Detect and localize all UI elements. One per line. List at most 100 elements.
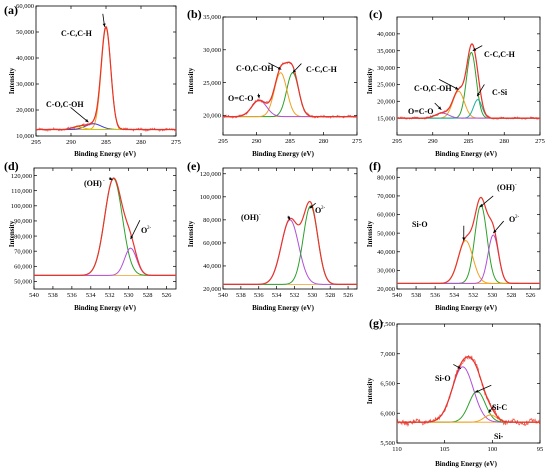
panel-b-ylabel: Intensity	[187, 67, 195, 94]
y-tick-label: 15,000	[377, 115, 395, 122]
x-tick-label: 538	[48, 292, 58, 299]
x-tick-label: 528	[325, 292, 335, 299]
x-tick-label: 532	[105, 292, 115, 299]
panel-g-ann-0: Si-O	[435, 374, 451, 383]
panel-e-xlabel: Binding Energy (eV)	[252, 304, 315, 312]
y-tick-label: 6,500	[380, 381, 395, 388]
y-tick-label: 70,000	[377, 193, 395, 200]
panel-c-ann-1: C-O,C-OH	[414, 84, 452, 93]
x-tick-label: 280	[136, 139, 146, 146]
panel-d-ylabel: Intensity	[8, 220, 16, 247]
annotation-arrow-c-o-c-oh	[71, 107, 89, 122]
y-tick-label: 30,000	[377, 268, 395, 275]
panel-c-label: (c)	[369, 7, 382, 21]
x-tick-label: 536	[254, 292, 265, 299]
y-tick-label: 35,000	[377, 48, 395, 55]
x-tick-label: 295	[218, 138, 228, 145]
panel-c-ann-0: C-C,C-H	[484, 50, 516, 59]
panel-e-ylabel: Intensity	[187, 220, 195, 247]
y-tick-label: 5,500	[380, 440, 395, 447]
panel-g-ylabel: Intensity	[366, 377, 374, 404]
y-tick-label: 90,000	[14, 218, 32, 225]
panel-d-label: (d)	[4, 159, 19, 173]
envelope-line	[36, 27, 176, 130]
x-tick-label: 534	[449, 292, 460, 299]
x-tick-label: 290	[428, 138, 438, 145]
panel-d-ann-1-sup: 2-	[147, 226, 152, 231]
panel-f-ann-0-sup: -	[515, 183, 517, 188]
y-tick-label: 100,000	[200, 194, 221, 201]
panel-c-xlabel: Binding Energy (eV)	[435, 150, 498, 158]
panel-d-xlabel: Binding Energy (eV)	[74, 304, 137, 312]
x-tick-label: 285	[285, 138, 295, 145]
x-tick-label: 95	[537, 446, 544, 453]
envelope-line	[34, 178, 176, 275]
x-tick-label: 534	[272, 292, 283, 299]
y-tick-label: 40,000	[16, 55, 34, 62]
y-tick-label: 30,000	[203, 47, 221, 54]
x-tick-label: 536	[67, 292, 78, 299]
x-tick-label: 275	[535, 138, 545, 145]
panel-a-ann-1: C-O,C-OH	[46, 100, 84, 109]
component-peak-101.6	[397, 391, 540, 422]
x-tick-label: 538	[236, 292, 246, 299]
x-tick-label: 105	[440, 446, 450, 453]
x-tick-label: 528	[143, 292, 153, 299]
panel-c-ann-2: C-Si	[492, 88, 508, 97]
y-tick-label: 60,000	[377, 212, 395, 219]
y-tick-label: 30,000	[377, 65, 395, 72]
x-tick-label: 275	[352, 138, 362, 145]
panel-e-ann-1-sup: 2-	[321, 206, 326, 211]
y-tick-label: 60,000	[14, 264, 32, 271]
y-tick-label: 20,000	[203, 286, 221, 293]
plot-area	[36, 27, 176, 132]
annotation-arrow-o	[131, 220, 140, 239]
x-tick-label: 285	[464, 138, 474, 145]
panel-e-label: (e)	[187, 159, 200, 173]
y-tick-label: 50,000	[14, 279, 32, 286]
raw-data-line	[36, 28, 176, 131]
x-tick-label: 530	[487, 292, 497, 299]
panel-a-ylabel: Intensity	[8, 67, 16, 94]
y-tick-label: 40,000	[203, 263, 221, 270]
y-tick-label: 7,000	[380, 351, 395, 358]
panel-f-ann-0: (OH)	[497, 183, 515, 192]
panel-f-ann-2-sup: 2-	[515, 215, 520, 220]
x-tick-label: 100	[487, 446, 497, 453]
y-tick-label: 40,000	[377, 249, 395, 256]
panel-d-ann-0-sup: -	[103, 179, 105, 184]
panel-f-label: (f)	[369, 159, 381, 173]
component-peak-529.8	[34, 248, 176, 275]
component-peak-532.8	[397, 241, 540, 284]
panel-b-xlabel: Binding Energy (eV)	[252, 150, 315, 158]
y-tick-label: 25,000	[203, 80, 221, 87]
x-tick-label: 526	[343, 292, 354, 299]
y-tick-label: 6,000	[380, 410, 395, 417]
y-tick-label: 40,000	[377, 31, 395, 38]
plot-area	[397, 355, 540, 425]
y-tick-label: 20,000	[377, 98, 395, 105]
component-peak-532.5	[223, 220, 357, 285]
x-tick-label: 536	[430, 292, 441, 299]
panel-c-ylabel: Intensity	[366, 67, 374, 94]
y-tick-label: 25,000	[377, 82, 395, 89]
panel-d-ann-0: (OH)	[84, 179, 102, 188]
panel-g-ann-1: Si-C	[492, 403, 507, 412]
plot-frame	[397, 324, 540, 443]
y-tick-label: 120,000	[200, 171, 221, 178]
raw-data-line	[397, 355, 540, 425]
panel-g-xlabel: Binding Energy (eV)	[435, 460, 498, 468]
plot-frame	[36, 6, 176, 136]
y-tick-label: 120,000	[11, 173, 32, 180]
y-tick-label: 80,000	[203, 217, 221, 224]
x-tick-label: 280	[499, 138, 509, 145]
component-peak-531.6	[34, 179, 176, 276]
